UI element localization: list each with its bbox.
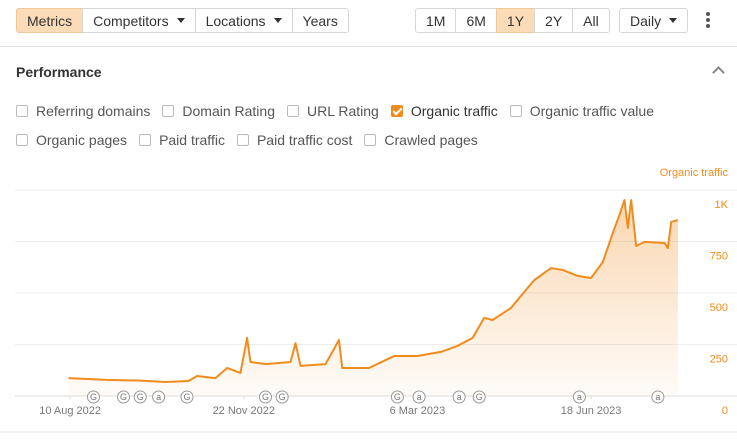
range-label: 6M bbox=[466, 12, 486, 29]
line bbox=[68, 199, 679, 383]
annotation-marker bbox=[133, 390, 147, 404]
annotation-label: a bbox=[655, 392, 660, 402]
metric-row: Organic pages Paid traffic Paid traffic co… bbox=[16, 132, 478, 148]
caret bbox=[176, 18, 185, 23]
interval-label: Daily bbox=[630, 12, 662, 29]
metric-checkbox[interactable]: URL Rating bbox=[287, 103, 379, 119]
range-label: 1M bbox=[426, 12, 446, 29]
metric-checkbox[interactable]: Paid traffic cost bbox=[236, 132, 353, 148]
y-tick-label: 1K bbox=[715, 199, 729, 211]
tab-label: Metrics bbox=[27, 12, 73, 29]
y-tick-label: 0 bbox=[722, 405, 728, 417]
annotation-label: a bbox=[457, 392, 462, 402]
range-button[interactable]: 1Y bbox=[495, 8, 536, 33]
annotation-label: a bbox=[156, 392, 161, 402]
x-tick-label: 18 Jun 2023 bbox=[561, 405, 622, 417]
metric-checkbox[interactable]: Crawled pages bbox=[364, 132, 478, 148]
annotation-marker bbox=[86, 390, 100, 404]
tab-button[interactable]: Metrics bbox=[16, 8, 84, 33]
metric-checkbox[interactable]: Paid traffic bbox=[139, 132, 225, 148]
metric-label: Organic pages bbox=[36, 132, 128, 148]
range-button[interactable]: 1M bbox=[415, 8, 457, 33]
checkbox bbox=[509, 105, 522, 117]
tab-label: Locations bbox=[205, 12, 266, 29]
metric-label: Organic traffic value bbox=[529, 103, 654, 119]
annotation-marker bbox=[180, 390, 194, 404]
checkbox bbox=[364, 134, 377, 146]
range-button[interactable]: All bbox=[572, 8, 610, 33]
annotation-marker bbox=[117, 390, 131, 404]
interval-dropdown[interactable]: Daily bbox=[619, 8, 689, 33]
metric-checkbox[interactable]: Referring domains bbox=[16, 103, 150, 119]
annotation-marker bbox=[472, 390, 486, 404]
range-button[interactable]: 6M bbox=[455, 8, 497, 33]
range-label: All bbox=[583, 12, 599, 29]
checkbox bbox=[287, 105, 299, 117]
metric-label: Crawled pages bbox=[384, 132, 478, 148]
caret bbox=[273, 18, 282, 23]
tab-button[interactable]: Competitors bbox=[82, 8, 196, 33]
annotation-label: G bbox=[394, 392, 401, 402]
checkbox bbox=[162, 105, 175, 117]
more-menu[interactable] bbox=[706, 12, 710, 28]
y-tick-label: 250 bbox=[710, 353, 728, 365]
checkbox bbox=[236, 134, 249, 146]
checkbox bbox=[139, 134, 152, 146]
metric-label: Referring domains bbox=[36, 103, 151, 119]
annotation-label: G bbox=[120, 392, 127, 402]
axis-label: Organic traffic bbox=[660, 167, 729, 179]
checkbox bbox=[390, 105, 403, 117]
range-group: 1M 6M 1Y 2Y All bbox=[415, 8, 610, 33]
metric-label: Domain Rating bbox=[182, 103, 275, 119]
metric-label: Organic traffic bbox=[410, 103, 498, 119]
annotation-label: G bbox=[183, 392, 190, 402]
checkbox bbox=[16, 134, 28, 146]
checkbox bbox=[16, 105, 28, 117]
annotation-marker bbox=[572, 390, 586, 404]
metric-label: Paid traffic cost bbox=[256, 132, 353, 148]
tab-group: Metrics Competitors Locations Years bbox=[16, 8, 349, 33]
annotation-label: G bbox=[262, 392, 269, 402]
range-label: 1Y bbox=[506, 12, 525, 29]
annotation-marker bbox=[651, 390, 665, 404]
tab-button[interactable]: Locations bbox=[194, 8, 293, 33]
interval-group: Daily bbox=[619, 8, 689, 33]
x-tick-label: 6 Mar 2023 bbox=[390, 405, 446, 417]
tab-button[interactable]: Years bbox=[291, 8, 349, 33]
metric-label: Paid traffic bbox=[159, 132, 225, 148]
divider bbox=[0, 46, 737, 47]
annotation-marker bbox=[258, 390, 272, 404]
annotation-label: a bbox=[577, 392, 582, 402]
y-tick-label: 750 bbox=[710, 250, 728, 262]
x-tick-label: 10 Aug 2022 bbox=[39, 405, 101, 417]
metric-checkbox[interactable]: Domain Rating bbox=[162, 103, 275, 119]
annotation-label: G bbox=[279, 392, 286, 402]
range-label: 2Y bbox=[545, 12, 563, 29]
section-title: Performance bbox=[16, 64, 102, 80]
annotation-marker bbox=[390, 390, 404, 404]
x-tick-label: 22 Nov 2022 bbox=[213, 405, 275, 417]
annotation-marker bbox=[275, 390, 289, 404]
metric-checkbox[interactable]: Organic pages bbox=[16, 132, 127, 148]
annotation-marker bbox=[412, 390, 426, 404]
tab-label: Years bbox=[302, 12, 338, 29]
area bbox=[68, 200, 678, 396]
metric-row: Referring domains Domain Rating URL Rating… bbox=[16, 103, 654, 119]
annotation-label: G bbox=[90, 392, 97, 402]
range-button[interactable]: 2Y bbox=[534, 8, 574, 33]
metric-checkbox[interactable]: Organic traffic bbox=[390, 103, 498, 119]
annotation-marker bbox=[152, 390, 166, 404]
annotation-marker bbox=[452, 390, 466, 404]
metric-checkbox[interactable]: Organic traffic value bbox=[509, 103, 654, 119]
annotation-label: a bbox=[417, 392, 422, 402]
y-tick-label: 500 bbox=[710, 302, 728, 314]
metric-label: URL Rating bbox=[307, 103, 379, 119]
annotation-label: G bbox=[476, 392, 483, 402]
annotation-label: G bbox=[137, 392, 144, 402]
tab-label: Competitors bbox=[93, 12, 169, 29]
